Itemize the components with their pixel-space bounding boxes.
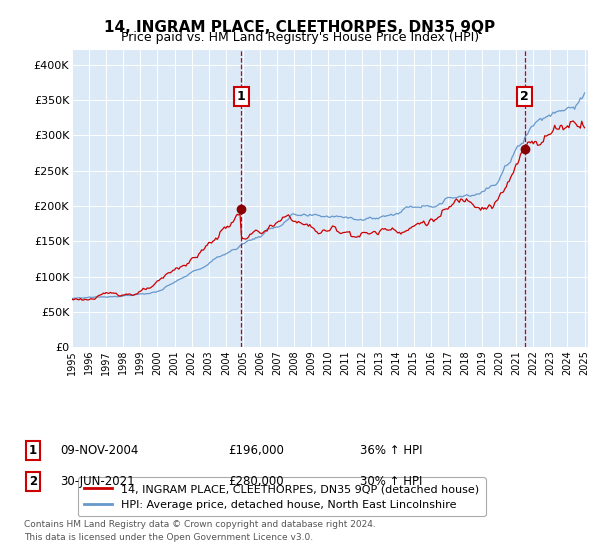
Text: 2: 2 bbox=[520, 90, 529, 103]
Text: 09-NOV-2004: 09-NOV-2004 bbox=[60, 444, 139, 458]
Text: 1: 1 bbox=[29, 444, 37, 458]
Text: 30-JUN-2021: 30-JUN-2021 bbox=[60, 475, 134, 488]
Text: 36% ↑ HPI: 36% ↑ HPI bbox=[360, 444, 422, 458]
Text: Contains HM Land Registry data © Crown copyright and database right 2024.: Contains HM Land Registry data © Crown c… bbox=[24, 520, 376, 529]
Text: This data is licensed under the Open Government Licence v3.0.: This data is licensed under the Open Gov… bbox=[24, 533, 313, 542]
Legend: 14, INGRAM PLACE, CLEETHORPES, DN35 9QP (detached house), HPI: Average price, de: 14, INGRAM PLACE, CLEETHORPES, DN35 9QP … bbox=[77, 478, 485, 516]
Text: Price paid vs. HM Land Registry's House Price Index (HPI): Price paid vs. HM Land Registry's House … bbox=[121, 31, 479, 44]
Text: £196,000: £196,000 bbox=[228, 444, 284, 458]
Text: 14, INGRAM PLACE, CLEETHORPES, DN35 9QP: 14, INGRAM PLACE, CLEETHORPES, DN35 9QP bbox=[104, 20, 496, 35]
Text: 2: 2 bbox=[29, 475, 37, 488]
Text: £280,000: £280,000 bbox=[228, 475, 284, 488]
Text: 30% ↑ HPI: 30% ↑ HPI bbox=[360, 475, 422, 488]
Text: 1: 1 bbox=[237, 90, 246, 103]
